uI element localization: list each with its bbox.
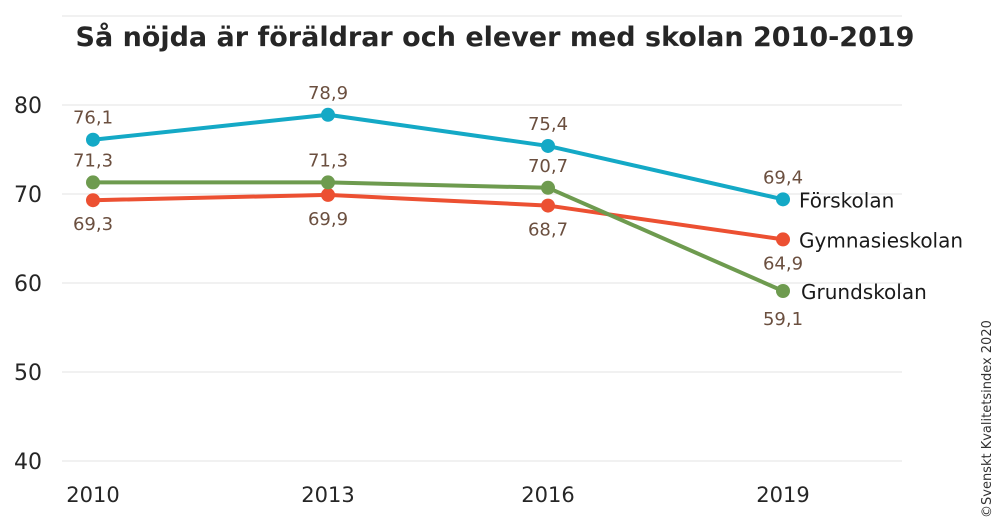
series-line: [92, 112, 784, 202]
data-label: 68,7: [528, 220, 568, 241]
data-label: 75,4: [528, 114, 568, 135]
data-point: [86, 132, 100, 147]
x-tick-label: 2010: [66, 483, 119, 507]
data-label: 69,4: [763, 167, 803, 188]
data-point: [776, 284, 790, 299]
y-tick-label: 80: [14, 94, 42, 119]
series-line: [93, 180, 784, 293]
chart-title: Så nöjda är föräldrar och elever med sko…: [76, 21, 915, 53]
data-point: [541, 138, 555, 153]
data-point: [776, 232, 790, 247]
data-label: 78,9: [308, 83, 348, 104]
x-tick-label: 2016: [521, 483, 574, 507]
data-point: [541, 180, 555, 195]
data-label: 59,1: [763, 309, 803, 330]
gridlines: [62, 15, 902, 462]
copyright-credit: ©Svenskt Kvalitetsindex 2020: [980, 320, 995, 518]
series-lines: [86, 107, 790, 299]
data-point: [86, 175, 100, 190]
x-axis: 2010 2013 2016 2019: [66, 483, 809, 507]
y-tick-label: 70: [14, 183, 42, 208]
data-point: [541, 198, 555, 213]
series-name-label: Gymnasieskolan: [799, 228, 963, 252]
y-tick-label: 50: [14, 361, 42, 386]
data-point: [321, 175, 335, 190]
data-point: [776, 192, 790, 207]
series-name-label: Förskolan: [799, 188, 894, 212]
data-point: [86, 193, 100, 208]
data-label: 76,1: [73, 108, 113, 129]
x-tick-label: 2013: [301, 483, 354, 507]
data-label: 71,3: [73, 150, 113, 171]
y-tick-label: 60: [14, 272, 42, 297]
y-axis: 40 50 60 70 80: [14, 94, 42, 475]
data-label: 64,9: [763, 253, 803, 274]
series-name-label: Grundskolan: [801, 280, 927, 304]
data-label: 70,7: [528, 156, 568, 177]
x-tick-label: 2019: [756, 483, 809, 507]
data-label: 69,3: [73, 214, 113, 235]
data-label: 69,9: [308, 209, 348, 230]
series-line: [92, 192, 784, 242]
data-label: 71,3: [308, 150, 348, 171]
data-point: [321, 187, 335, 202]
y-tick-label: 40: [14, 450, 42, 475]
data-point: [321, 107, 335, 122]
